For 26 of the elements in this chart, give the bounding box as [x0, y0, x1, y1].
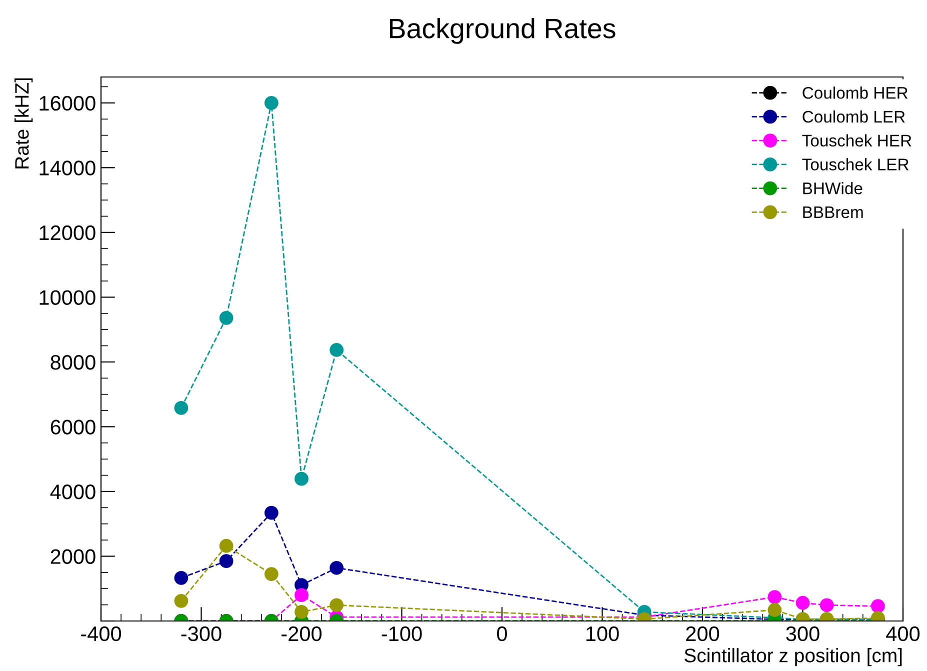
x-tick-label: -100 [382, 626, 422, 642]
legend-label: Touschek LER [802, 158, 909, 170]
y-tick-label: 16000 [40, 96, 96, 111]
x-tick-label: 100 [586, 626, 619, 642]
y-tick-label: 14000 [40, 160, 96, 176]
y-axis-title: Rate [kHZ] [14, 78, 33, 168]
x-tick-label: 400 [886, 626, 920, 642]
legend-label: BHWide [803, 182, 862, 194]
x-tick-label: 200 [686, 626, 720, 642]
y-tick-label: 6000 [50, 420, 96, 434]
x-tick-label: -300 [181, 626, 222, 642]
legend-label: Coulomb HER [802, 86, 908, 99]
y-tick-label: 12000 [40, 225, 96, 240]
x-axis-title: Scintillator z position [cm] [684, 648, 902, 666]
x-tick-label: 300 [786, 626, 820, 642]
y-tick-label: 2000 [50, 549, 96, 564]
y-tick-label: 4000 [50, 484, 96, 500]
legend-label: BBBrem [803, 206, 863, 218]
legend-label: Touschek HER [802, 134, 912, 147]
x-tick-label: -400 [81, 626, 122, 642]
legend-label: Coulomb LER [802, 110, 905, 123]
x-tick-label: 0 [497, 626, 507, 642]
chart-title: Background Rates [390, 18, 616, 44]
y-tick-label: 8000 [50, 354, 96, 370]
y-tick-label: 10000 [40, 290, 96, 305]
x-tick-label: -200 [282, 626, 322, 642]
